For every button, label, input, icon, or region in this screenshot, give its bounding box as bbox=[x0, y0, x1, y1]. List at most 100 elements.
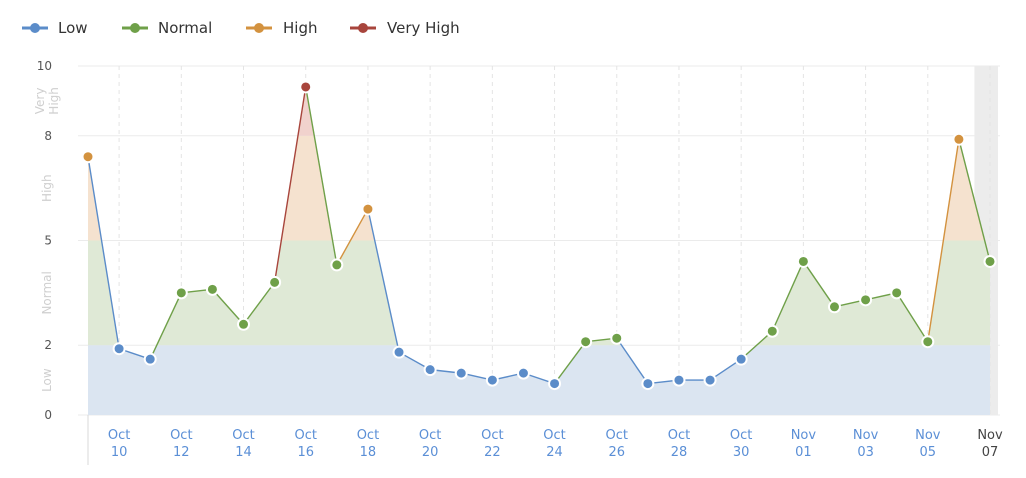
x-tick-label: Oct 30 bbox=[730, 428, 752, 460]
data-point bbox=[610, 331, 624, 345]
x-tick-month: Oct bbox=[108, 428, 130, 443]
data-point bbox=[579, 335, 593, 349]
data-point bbox=[827, 300, 841, 314]
x-tick-label: Nov 05 bbox=[915, 428, 941, 460]
x-tick-day: 10 bbox=[111, 445, 128, 460]
series-segment bbox=[771, 261, 805, 332]
y-tick-label: 2 bbox=[44, 338, 52, 352]
band-fill-low bbox=[88, 345, 990, 415]
x-tick-label: Oct 18 bbox=[357, 428, 379, 460]
data-point bbox=[392, 345, 406, 359]
x-tick-label: Oct 22 bbox=[481, 428, 503, 460]
x-tick-day: 07 bbox=[982, 445, 999, 460]
legend-low-marker bbox=[30, 23, 40, 33]
legend-normal-marker bbox=[130, 23, 140, 33]
data-point bbox=[81, 150, 95, 164]
series-segment bbox=[896, 292, 929, 343]
band-fill-normal bbox=[88, 240, 990, 346]
band-fill-very-high bbox=[88, 86, 990, 136]
x-tick-day: 24 bbox=[546, 445, 563, 460]
series-segment bbox=[958, 139, 991, 262]
y-tick-label: 10 bbox=[37, 59, 52, 73]
legend: Low Normal High Very High bbox=[22, 19, 460, 37]
series-segment bbox=[336, 208, 369, 266]
x-tick-month: Oct bbox=[419, 428, 441, 443]
x-tick-month: Nov bbox=[915, 428, 941, 443]
data-point bbox=[641, 377, 655, 391]
legend-low-label: Low bbox=[58, 19, 88, 37]
x-tick-label: Oct 10 bbox=[108, 428, 130, 460]
legend-high-label: High bbox=[283, 19, 317, 37]
data-point bbox=[174, 286, 188, 300]
y-tick-label: 5 bbox=[44, 234, 52, 248]
band-label-very-high: VeryHigh bbox=[33, 87, 61, 115]
data-point bbox=[983, 254, 997, 268]
data-point bbox=[672, 373, 686, 387]
data-point bbox=[143, 352, 157, 366]
data-point bbox=[485, 373, 499, 387]
series-segment bbox=[802, 261, 836, 308]
data-point bbox=[734, 352, 748, 366]
data-point bbox=[423, 363, 437, 377]
x-tick-month: Oct bbox=[294, 428, 316, 443]
x-tick-month: Oct bbox=[606, 428, 628, 443]
x-tick-month: Nov bbox=[853, 428, 879, 443]
x-tick-label: Nov 07 bbox=[977, 428, 1003, 460]
x-tick-month: Oct bbox=[730, 428, 752, 443]
x-tick-day: 30 bbox=[733, 445, 750, 460]
data-point bbox=[516, 366, 530, 380]
band-label-word: High bbox=[47, 87, 61, 115]
series-segment bbox=[616, 337, 649, 384]
x-tick-label: Nov 03 bbox=[853, 428, 879, 460]
x-tick-month: Oct bbox=[668, 428, 690, 443]
data-point bbox=[454, 366, 468, 380]
series-segment bbox=[149, 292, 182, 360]
data-point bbox=[890, 286, 904, 300]
x-tick-month: Oct bbox=[232, 428, 254, 443]
x-tick-label: Oct 12 bbox=[170, 428, 192, 460]
x-tick-label: Oct 24 bbox=[543, 428, 565, 460]
series-segment bbox=[211, 288, 245, 325]
y-tick-label: 0 bbox=[44, 408, 52, 422]
data-point bbox=[765, 324, 779, 338]
band-label-normal: Normal bbox=[40, 271, 54, 314]
legend-item-very-high[interactable]: Very High bbox=[350, 19, 460, 37]
x-tick-label: Oct 16 bbox=[294, 428, 316, 460]
data-point bbox=[921, 335, 935, 349]
series-segment bbox=[273, 86, 307, 283]
x-tick-day: 16 bbox=[297, 445, 314, 460]
series-segment bbox=[367, 208, 400, 353]
data-point bbox=[330, 258, 344, 272]
x-tick-day: 28 bbox=[671, 445, 688, 460]
series-segment bbox=[242, 281, 276, 325]
x-tick-day: 18 bbox=[360, 445, 377, 460]
x-tick-month: Oct bbox=[357, 428, 379, 443]
data-point bbox=[361, 202, 375, 216]
band-label-low: Low bbox=[40, 368, 54, 392]
data-point bbox=[237, 317, 251, 331]
data-point bbox=[268, 275, 282, 289]
x-tick-day: 12 bbox=[173, 445, 190, 460]
x-tick-month: Nov bbox=[977, 428, 1003, 443]
legend-very-high-marker bbox=[358, 23, 368, 33]
data-point bbox=[952, 132, 966, 146]
data-point bbox=[205, 282, 219, 296]
data-point bbox=[859, 293, 873, 307]
data-point bbox=[796, 254, 810, 268]
band-fill-high bbox=[88, 135, 990, 241]
data-point bbox=[703, 373, 717, 387]
legend-item-low[interactable]: Low bbox=[22, 19, 88, 37]
x-tick-day: 22 bbox=[484, 445, 501, 460]
legend-item-high[interactable]: High bbox=[246, 19, 317, 37]
data-point bbox=[112, 342, 126, 356]
legend-item-normal[interactable]: Normal bbox=[122, 19, 212, 37]
legend-high-marker bbox=[254, 23, 264, 33]
band-label-word: Very bbox=[33, 88, 47, 115]
x-tick-label: Oct 26 bbox=[606, 428, 628, 460]
x-tick-day: 01 bbox=[795, 445, 812, 460]
x-tick-label: Oct 28 bbox=[668, 428, 690, 460]
x-tick-label: Oct 20 bbox=[419, 428, 441, 460]
x-tick-day: 05 bbox=[920, 445, 937, 460]
